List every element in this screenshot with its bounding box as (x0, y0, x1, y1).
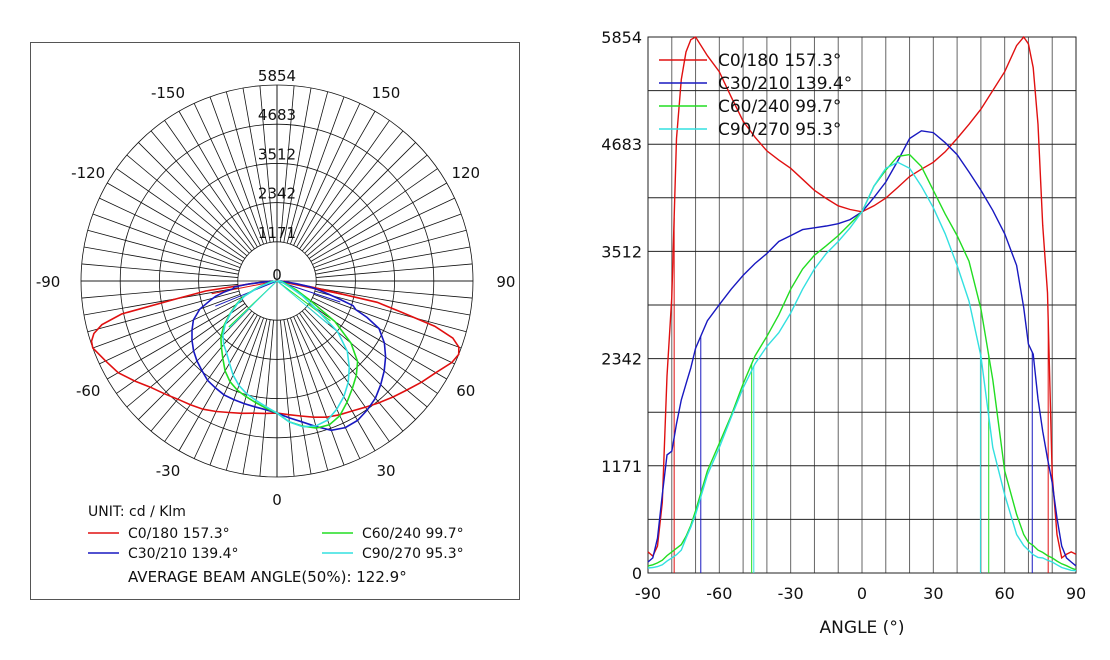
legend-label-c90: C90/270 95.3° (362, 546, 464, 562)
x-tick-label: -90 (635, 584, 661, 603)
polar-radial-tick-label: 1171 (258, 224, 296, 242)
polar-ring (119, 123, 435, 439)
polar-beam-edge-line (229, 280, 278, 329)
average-beam-angle: AVERAGE BEAM ANGLE(50%): 122.9° (128, 568, 407, 586)
legend-label: C0/180 157.3° (718, 51, 841, 71)
polar-legend: UNIT: cd / Klm C0/180 157.3° C30/210 139… (88, 504, 464, 586)
polar-radial-tick-label: 2342 (258, 185, 296, 203)
y-tick-label: 1171 (601, 457, 642, 476)
polar-series-line (222, 280, 351, 428)
polar-angle-tick-label: 120 (451, 164, 480, 182)
legend-label: C60/240 99.7° (718, 97, 841, 117)
polar-panel-frame (30, 42, 520, 600)
x-tick-label: 60 (994, 584, 1014, 603)
polar-ring (198, 202, 356, 360)
legend-label-c60: C60/240 99.7° (362, 526, 464, 542)
polar-ring (159, 163, 395, 399)
legend-label: C90/270 95.3° (718, 120, 841, 140)
x-tick-label: -60 (706, 584, 732, 603)
legend-label: C30/210 139.4° (718, 74, 852, 94)
x-tick-label: 90 (1066, 584, 1086, 603)
polar-beam-edge-line (276, 280, 343, 296)
polar-series-line (191, 280, 387, 432)
polar-radial-tick-label: 0 (272, 266, 282, 284)
polar-angle-tick-label: 90 (496, 273, 515, 291)
polar-ring (237, 241, 317, 321)
y-tick-label: 4683 (601, 135, 642, 154)
series-line (647, 161, 1077, 572)
polar-beam-edge-line (215, 280, 278, 307)
polar-radial-tick-label: 5854 (258, 67, 296, 85)
polar-angle-tick-label: -150 (151, 84, 185, 102)
polar-angle-tick-label: 30 (376, 462, 395, 480)
polar-beam-edge-line (276, 280, 329, 325)
polar-angle-tick-label: -90 (36, 273, 61, 291)
y-tick-label: 5854 (601, 28, 642, 47)
polar-angle-tick-label: -120 (71, 164, 105, 182)
polar-radial-tick-label: 4683 (258, 106, 296, 124)
polar-chart: 0 1171 2342 3512 4683 5854 -150 150 -120 120 -90 90… (36, 67, 516, 509)
legend-label-c0: C0/180 157.3° (128, 526, 230, 542)
legend-label-c30: C30/210 139.4° (128, 546, 239, 562)
polar-angle-tick-label: 150 (372, 84, 401, 102)
polar-angle-tick-label: 0 (272, 491, 282, 509)
polar-ring (80, 84, 474, 478)
cartesian-chart: 0 1171 2342 3512 4683 5854 -90 -60 -30 0 30 60 90 C0/… (601, 28, 1086, 603)
x-tick-label: 0 (857, 584, 867, 603)
polar-series-line (90, 280, 460, 418)
y-tick-label: 3512 (601, 242, 642, 261)
plot-area-frame (647, 36, 1077, 574)
polar-angle-tick-label: 60 (456, 382, 475, 400)
polar-radial-tick-label: 3512 (258, 145, 296, 163)
series-line (647, 130, 1077, 567)
x-tick-label: 30 (923, 584, 943, 603)
polar-angle-tick-label: -60 (76, 382, 101, 400)
unit-label: UNIT: cd / Klm (88, 504, 186, 520)
x-axis-label: ANGLE (°) (820, 618, 905, 638)
y-tick-label: 0 (632, 564, 642, 583)
series-line (647, 35, 1077, 560)
polar-angle-tick-label: -30 (156, 462, 181, 480)
y-tick-label: 2342 (601, 350, 642, 369)
x-tick-label: -30 (778, 584, 804, 603)
